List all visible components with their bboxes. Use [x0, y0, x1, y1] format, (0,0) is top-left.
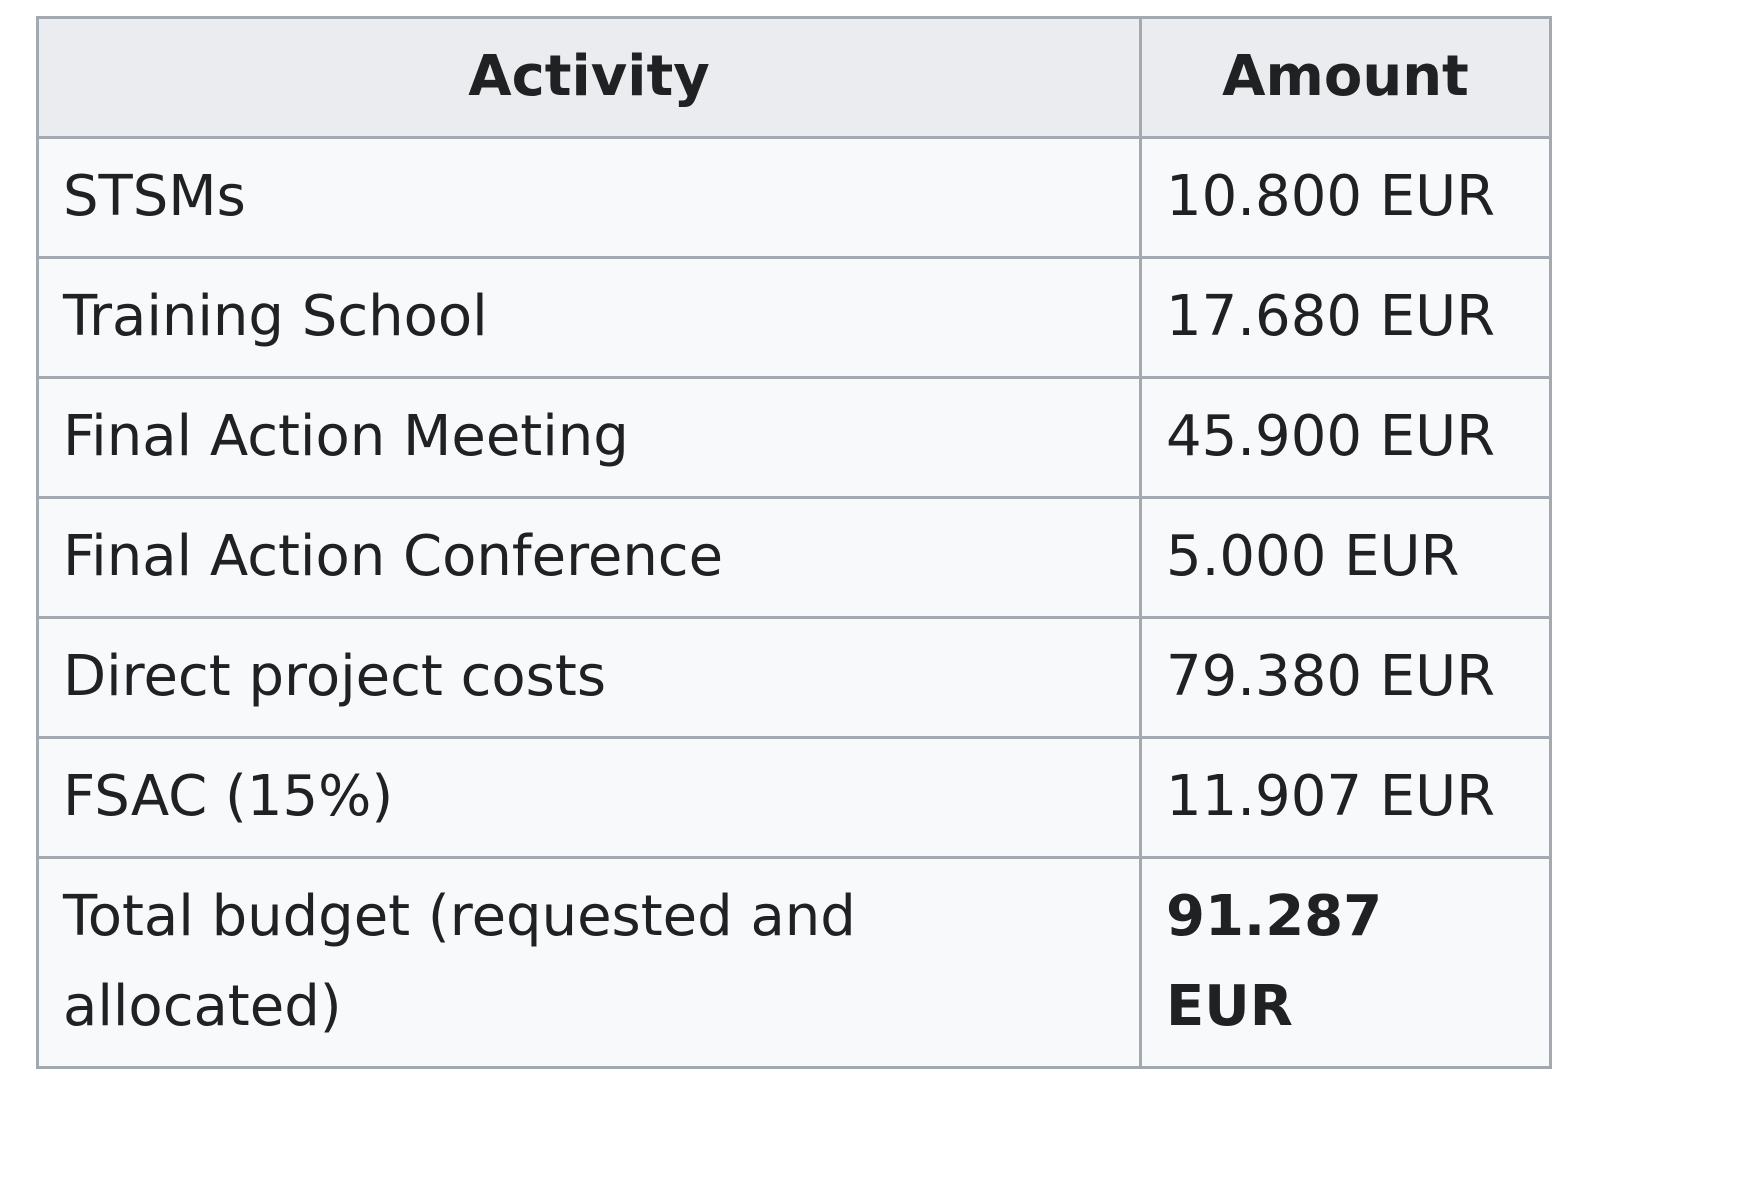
activity-cell: FSAC (15%)	[36, 736, 1142, 859]
amount-cell: 5.000 EUR	[1139, 496, 1552, 619]
table-row: Final Action Conference 5.000 EUR	[36, 496, 1552, 619]
budget-table: Activity Amount STSMs 10.800 EUR Trainin…	[36, 16, 1552, 1069]
column-header-activity: Activity	[36, 16, 1142, 139]
table-row: STSMs 10.800 EUR	[36, 136, 1552, 259]
amount-cell: 45.900 EUR	[1139, 376, 1552, 499]
amount-cell: 11.907 EUR	[1139, 736, 1552, 859]
activity-cell: Training School	[36, 256, 1142, 379]
activity-cell: Final Action Conference	[36, 496, 1142, 619]
table-row: FSAC (15%) 11.907 EUR	[36, 736, 1552, 859]
total-label-cell: Total budget (requested and allocated)	[36, 856, 1142, 1069]
table-row: Direct project costs 79.380 EUR	[36, 616, 1552, 739]
amount-cell: 17.680 EUR	[1139, 256, 1552, 379]
table-row: Final Action Meeting 45.900 EUR	[36, 376, 1552, 499]
total-row: Total budget (requested and allocated) 9…	[36, 856, 1552, 1069]
table-row: Training School 17.680 EUR	[36, 256, 1552, 379]
column-header-amount: Amount	[1139, 16, 1552, 139]
amount-cell: 10.800 EUR	[1139, 136, 1552, 259]
table-header-row: Activity Amount	[36, 16, 1552, 139]
amount-cell: 79.380 EUR	[1139, 616, 1552, 739]
activity-cell: Direct project costs	[36, 616, 1142, 739]
activity-cell: Final Action Meeting	[36, 376, 1142, 499]
activity-cell: STSMs	[36, 136, 1142, 259]
total-amount-cell: 91.287 EUR	[1139, 856, 1552, 1069]
